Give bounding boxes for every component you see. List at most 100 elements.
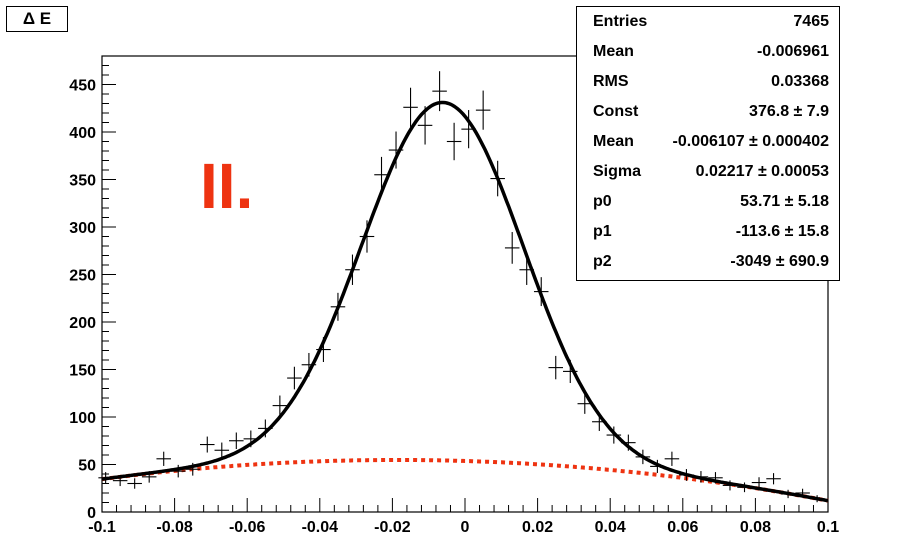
x-tick-label: 0.04 <box>595 519 626 536</box>
stat-name: p0 <box>593 193 612 210</box>
data-point <box>301 352 317 377</box>
stat-value: 376.8 ± 7.9 <box>749 103 829 120</box>
axis-ticks <box>101 55 829 513</box>
data-point <box>780 489 796 499</box>
y-tick-label: 300 <box>69 220 96 237</box>
data-point <box>403 87 418 127</box>
data-point <box>519 254 534 285</box>
x-tick-label: 0.1 <box>817 519 839 536</box>
data-point <box>229 432 244 450</box>
statistics-box: Entries 7465 Mean -0.006961 RMS 0.03368 Const 3… <box>576 6 840 281</box>
data-point <box>156 451 171 466</box>
y-tick-label: 0 <box>87 505 96 522</box>
data-point <box>693 471 709 483</box>
stat-row: Entries 7465 <box>577 7 839 37</box>
stat-value: 0.02217 ± 0.00053 <box>695 163 829 180</box>
stat-row: Const 376.8 ± 7.9 <box>577 97 839 127</box>
data-point <box>359 220 375 253</box>
background-fit-curve <box>101 458 829 503</box>
x-tick-label: 0.02 <box>522 519 553 536</box>
stat-name: p2 <box>593 253 612 270</box>
stat-name: Mean <box>593 133 634 150</box>
data-point <box>563 359 578 383</box>
data-point <box>606 426 622 444</box>
total-fit-curve <box>101 100 829 503</box>
stat-name: p1 <box>593 223 612 240</box>
stat-row: Sigma 0.02217 ± 0.00053 <box>577 157 839 187</box>
data-point <box>664 451 680 466</box>
data-point <box>533 277 549 307</box>
data-point <box>374 156 389 193</box>
data-point <box>621 434 636 451</box>
data-point <box>98 472 113 484</box>
stat-value: -3049 ± 690.9 <box>730 253 829 270</box>
x-tick-label: 0.08 <box>740 519 771 536</box>
data-point <box>577 393 593 414</box>
data-points <box>98 71 825 503</box>
data-point <box>795 488 810 498</box>
data-point <box>446 122 462 161</box>
data-point <box>679 469 694 481</box>
y-tick-label: 100 <box>69 410 96 427</box>
data-point <box>243 430 259 448</box>
data-point <box>141 471 157 483</box>
data-point <box>214 442 230 458</box>
stat-value: 7465 <box>793 13 829 30</box>
data-point <box>766 473 781 485</box>
data-point <box>490 160 505 197</box>
y-tick-label: 200 <box>69 315 96 332</box>
y-tick-label: 400 <box>69 125 96 142</box>
x-tick-label: -0.02 <box>374 519 411 536</box>
stat-row: Mean -0.006961 <box>577 37 839 67</box>
data-point <box>258 419 273 438</box>
stat-name: Mean <box>593 43 634 60</box>
data-point <box>287 366 302 390</box>
y-tick-label: 350 <box>69 173 96 190</box>
region-label: II. <box>200 150 253 222</box>
data-point <box>504 232 520 264</box>
data-point <box>330 292 346 321</box>
stat-row: Mean -0.006107 ± 0.000402 <box>577 127 839 157</box>
stat-name: RMS <box>593 73 629 90</box>
data-point <box>185 462 201 476</box>
y-tick-label: 150 <box>69 363 96 380</box>
x-tick-label: -0.08 <box>156 519 193 536</box>
stat-name: Const <box>593 103 639 120</box>
fit-curve-path <box>101 100 829 503</box>
data-point <box>461 110 476 149</box>
data-point <box>272 395 288 416</box>
stat-value: -113.6 ± 15.8 <box>735 223 829 240</box>
x-tick-label: -0.04 <box>302 519 339 536</box>
stat-name: Entries <box>593 13 648 30</box>
data-point <box>345 254 360 285</box>
x-tick-label: 0.06 <box>667 519 698 536</box>
data-point <box>635 449 651 465</box>
data-point <box>200 436 215 453</box>
data-point <box>388 131 404 169</box>
histogram-title: Δ E <box>6 6 68 32</box>
data-point <box>316 337 331 362</box>
data-point <box>548 355 564 380</box>
data-point <box>722 480 738 491</box>
background-curve-path <box>101 458 829 503</box>
stat-value: 0.03368 <box>771 73 829 90</box>
data-point <box>475 90 491 130</box>
stat-name: Sigma <box>593 163 642 180</box>
data-point <box>170 464 186 478</box>
data-point <box>417 106 433 145</box>
stat-value: 53.71 ± 5.18 <box>740 193 829 210</box>
data-point <box>112 475 128 487</box>
data-point <box>650 459 665 473</box>
stat-row: p1 -113.6 ± 15.8 <box>577 217 839 247</box>
stat-row: p2 -3049 ± 690.9 <box>577 247 839 277</box>
y-tick-label: 50 <box>78 458 96 475</box>
x-tick-label: -0.06 <box>229 519 266 536</box>
stat-row: p0 53.71 ± 5.18 <box>577 187 839 217</box>
y-tick-label: 250 <box>69 268 96 285</box>
data-point <box>592 412 607 431</box>
data-point <box>737 482 752 493</box>
data-point <box>708 472 723 484</box>
stat-value: -0.006107 ± 0.000402 <box>672 133 829 150</box>
stat-row: RMS 0.03368 <box>577 67 839 97</box>
